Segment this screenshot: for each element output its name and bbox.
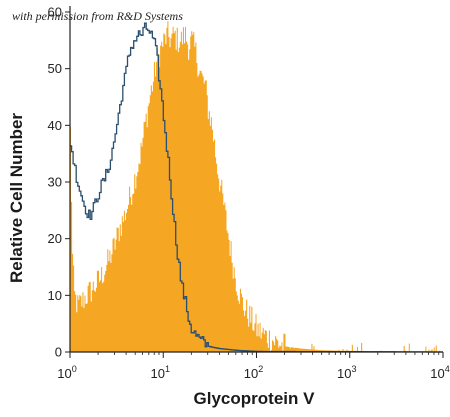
y-tick-label: 0 [55,345,62,360]
y-tick-label: 60 [48,5,62,20]
x-tick-label: 100 [57,364,76,381]
y-axis: 0 10 20 30 40 50 60 [48,5,71,360]
y-tick-label: 20 [48,231,62,246]
y-tick-label: 30 [48,175,62,190]
plot-area [70,21,443,353]
y-axis-label: Relative Cell Number [7,113,26,283]
y-tick-label: 40 [48,118,62,133]
y-tick-label: 10 [48,288,62,303]
x-tick-label: 102 [244,364,263,381]
x-tick-label: 103 [337,364,356,381]
x-tick-label: 101 [151,364,170,381]
x-axis: 100 101 102 103 104 [57,351,450,381]
x-tick-label: 104 [430,364,449,381]
x-axis-label: Glycoprotein V [194,389,316,408]
y-tick-label: 50 [48,61,62,76]
credit-text: with permission from R&D Systems [12,9,183,23]
